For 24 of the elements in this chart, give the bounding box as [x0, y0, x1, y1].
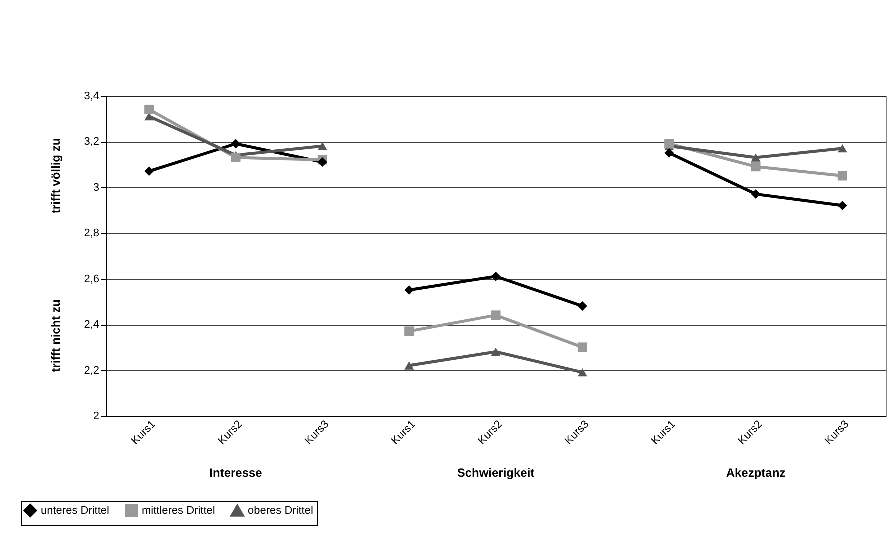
legend-label: oberes Drittel — [248, 505, 314, 518]
y-tick-label: 3 — [93, 182, 100, 194]
text: trifft völlig zu — [49, 138, 63, 214]
point — [231, 152, 241, 162]
y-tick-label: 3,4 — [84, 90, 100, 102]
legend-label: unteres Drittel — [41, 504, 110, 517]
point — [231, 139, 241, 149]
point — [144, 166, 154, 176]
point — [838, 144, 848, 153]
point — [318, 158, 328, 168]
y-tick-label: 3,2 — [84, 136, 100, 148]
point — [318, 142, 328, 150]
y-tick-label: 2 — [93, 410, 100, 422]
y-tick-label: 2,8 — [84, 228, 100, 240]
text: Akezptanz — [726, 466, 786, 480]
y-tick-label: 2,4 — [84, 319, 100, 332]
text: Interesse — [210, 466, 263, 480]
y-tick-label: 2,6 — [84, 273, 100, 286]
point — [144, 104, 154, 114]
point — [664, 139, 674, 149]
y-tick-label: 2,2 — [84, 364, 100, 377]
legend-label: mittleres Drittel — [142, 504, 216, 517]
text: Schwierigkeit — [457, 466, 535, 480]
text: trifft nicht zu — [49, 300, 63, 372]
